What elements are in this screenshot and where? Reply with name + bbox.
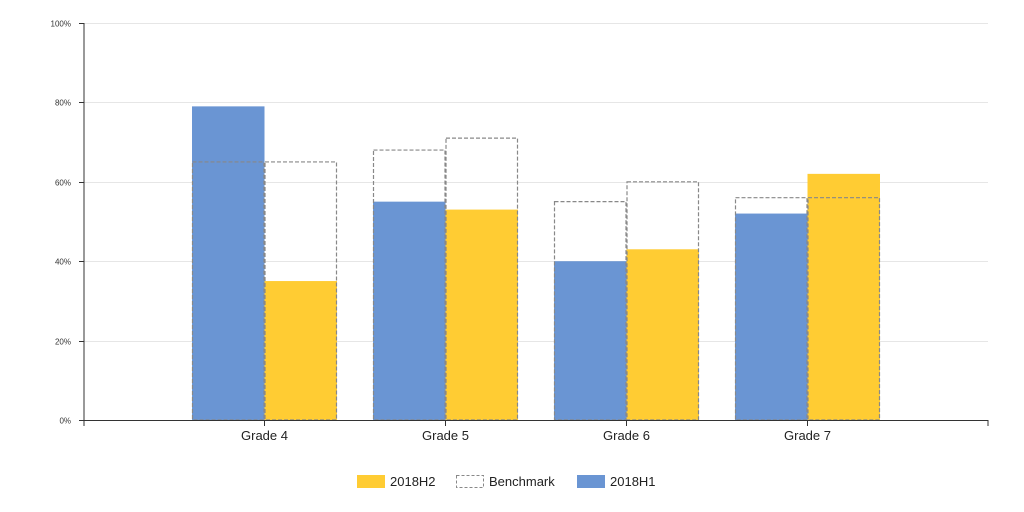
bars xyxy=(192,106,880,421)
benchmark-outline-2018h2-grade-7 xyxy=(807,197,881,421)
bar-2018h1-grade-4 xyxy=(192,106,265,421)
y-tick-label: 80% xyxy=(55,99,71,108)
x-tick-label: Grade 7 xyxy=(784,428,831,443)
x-tick-label: Grade 5 xyxy=(422,428,469,443)
y-tick-label: 0% xyxy=(59,417,71,426)
bar-2018h2-grade-5 xyxy=(445,209,518,420)
legend-label-2018h2: 2018H2 xyxy=(390,474,436,489)
x-tick-label: Grade 6 xyxy=(603,428,650,443)
bar-2018h1-grade-5 xyxy=(373,201,446,420)
bar-2018h2-grade-4 xyxy=(264,281,337,420)
legend: 2018H2 Benchmark 2018H1 xyxy=(357,474,656,489)
x-tick-label: Grade 4 xyxy=(241,428,288,443)
y-tick-label: 40% xyxy=(55,258,71,267)
bar-2018h1-grade-7 xyxy=(735,213,808,420)
legend-label-2018h1: 2018H1 xyxy=(610,474,656,489)
y-tick-label: 20% xyxy=(55,338,71,347)
benchmark-outlines xyxy=(191,137,881,421)
legend-swatch-2018h2 xyxy=(357,475,385,488)
benchmark-outline-2018h1-grade-4 xyxy=(191,161,265,421)
bar-2018h1-grade-6 xyxy=(554,261,627,420)
benchmark-outline-2018h1-grade-7 xyxy=(734,197,808,421)
y-axis-ticks: 0% 20% 40% 60% 80% 100% xyxy=(51,20,84,426)
x-axis-ticks: Grade 4 Grade 5 Grade 6 Grade 7 xyxy=(83,420,989,443)
benchmark-outline-2018h2-grade-4 xyxy=(264,161,338,421)
bar-2018h2-grade-7 xyxy=(807,173,880,420)
bar-2018h2-grade-6 xyxy=(626,249,699,420)
y-tick-label: 100% xyxy=(51,20,71,29)
legend-swatch-2018h1 xyxy=(577,475,605,488)
y-tick-label: 60% xyxy=(55,179,71,188)
legend-swatch-benchmark xyxy=(456,475,484,488)
benchmark-outline-2018h1-grade-5 xyxy=(372,149,446,421)
legend-label-benchmark: Benchmark xyxy=(489,474,555,489)
benchmark-outline-2018h2-grade-5 xyxy=(445,137,519,421)
